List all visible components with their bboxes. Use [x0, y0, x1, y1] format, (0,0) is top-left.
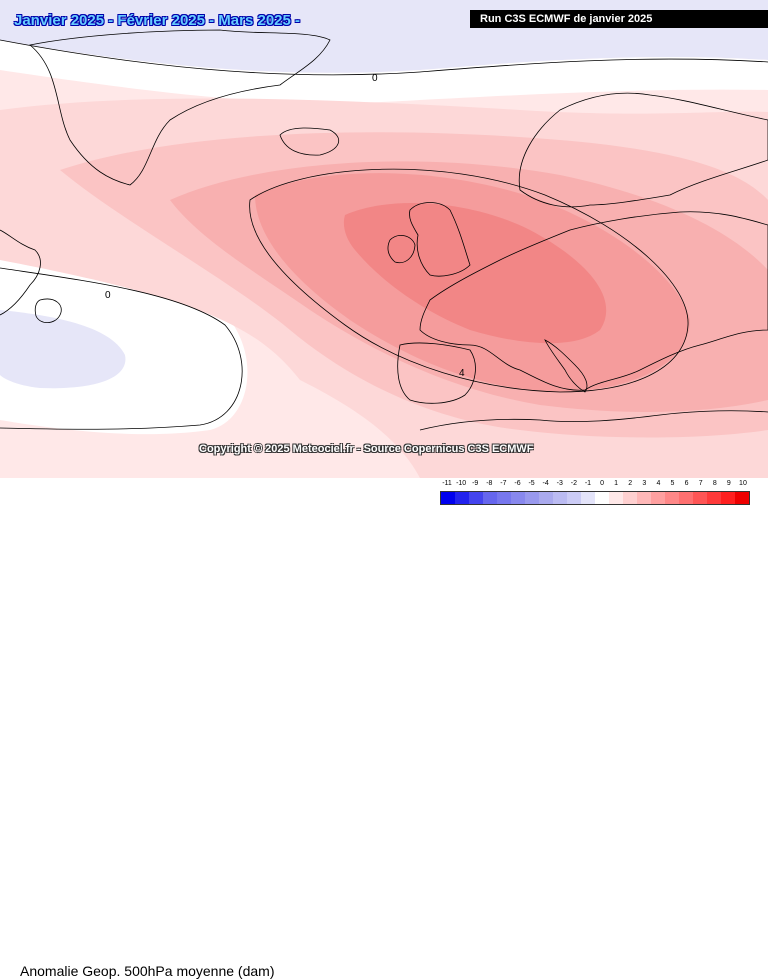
legend-swatch	[693, 492, 707, 504]
legend-label: 10	[739, 480, 747, 487]
legend-swatch	[455, 492, 469, 504]
legend-swatch	[483, 492, 497, 504]
legend-swatch	[651, 492, 665, 504]
legend-label: -4	[542, 480, 549, 487]
legend-swatch	[707, 492, 721, 504]
legend-swatch	[511, 492, 525, 504]
legend-label: -1	[584, 480, 592, 487]
legend-swatch	[637, 492, 651, 504]
legend-labels: -11 -10 -9 -8 -7 -6 -5 -4 -3 -2 -1 0 1 2 3 4 5 6 7 8 9 10	[440, 480, 750, 490]
map-title: Janvier 2025 - Février 2025 - Mars 2025 …	[14, 12, 301, 29]
legend-label: 5	[670, 480, 675, 487]
negative-anomaly-southwest	[0, 310, 126, 389]
neutral-band-north	[0, 40, 768, 103]
legend-swatch	[609, 492, 623, 504]
legend-label: 1	[614, 480, 619, 487]
legend-color-bar	[440, 491, 750, 505]
contour-line-four	[249, 168, 689, 393]
legend-swatch	[469, 492, 483, 504]
run-info-box: Run C3S ECMWF de janvier 2025	[470, 10, 768, 28]
legend-label: -9	[472, 480, 479, 487]
legend-label: 2	[628, 480, 633, 487]
legend-label: 8	[712, 480, 717, 487]
contour-line-zero-southwest	[0, 267, 243, 430]
contour-label-four: 4	[459, 368, 465, 379]
legend-swatch	[581, 492, 595, 504]
legend-swatch	[497, 492, 511, 504]
legend-swatch	[623, 492, 637, 504]
contour-line-zero-north	[0, 39, 768, 76]
contour-label-zero-north: 0	[372, 73, 378, 84]
map-caption: Anomalie Geop. 500hPa moyenne (dam)	[20, 963, 275, 979]
legend-label: 7	[698, 480, 703, 487]
legend-label: 0	[600, 480, 604, 487]
legend-swatch	[539, 492, 553, 504]
coastlines	[0, 29, 768, 431]
legend-label: -7	[500, 480, 507, 487]
color-legend: -11 -10 -9 -8 -7 -6 -5 -4 -3 -2 -1 0 1 2 3 4 5 6 7 8 9 10	[440, 480, 750, 508]
legend-swatch	[679, 492, 693, 504]
legend-label: 3	[642, 480, 647, 487]
legend-label: -2	[570, 480, 577, 487]
legend-label: -6	[514, 480, 521, 487]
legend-label: -8	[486, 480, 493, 487]
legend-label: 9	[726, 480, 731, 487]
legend-label: -10	[456, 480, 467, 487]
legend-swatch	[735, 492, 749, 504]
legend-label: -3	[556, 480, 563, 487]
contour-label-zero-southwest: 0	[105, 290, 111, 301]
anomaly-map: 0 0 4	[0, 0, 768, 478]
copyright-text: Copyright © 2025 Meteociel.fr - Source C…	[199, 443, 534, 455]
legend-swatch	[595, 492, 609, 504]
legend-label: -11	[442, 480, 452, 487]
legend-label: -5	[528, 480, 535, 487]
legend-swatch	[553, 492, 567, 504]
legend-swatch	[665, 492, 679, 504]
legend-swatch	[441, 492, 455, 504]
legend-swatch	[721, 492, 735, 504]
legend-swatch	[525, 492, 539, 504]
legend-label: 4	[656, 480, 661, 487]
legend-label: 6	[684, 480, 689, 487]
legend-swatch	[567, 492, 581, 504]
